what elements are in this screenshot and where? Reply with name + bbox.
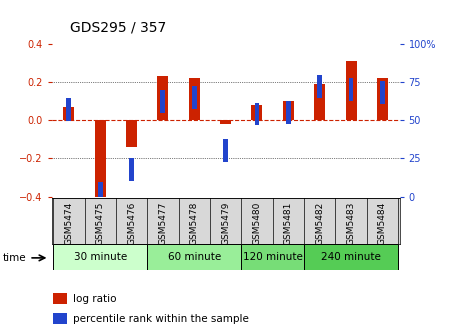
Text: GSM5475: GSM5475 [96,202,105,245]
Bar [220,120,231,124]
Text: GSM5474: GSM5474 [64,202,73,245]
Bar [66,98,71,121]
Text: GSM5478: GSM5478 [190,202,199,245]
Bar [147,244,241,270]
Bar [241,244,304,270]
Text: log ratio: log ratio [73,294,116,304]
Bar [98,182,103,205]
Text: GSM5483: GSM5483 [347,202,356,245]
Bar [53,313,67,325]
Bar [317,75,322,98]
Bar [348,78,353,101]
Text: 60 minute: 60 minute [167,252,221,262]
Text: GSM5482: GSM5482 [315,202,324,245]
Bar [377,78,388,120]
Text: GSM5481: GSM5481 [284,202,293,245]
Bar [283,101,294,120]
Bar [251,105,263,120]
Bar [314,84,325,120]
Bar [158,76,168,120]
Bar [126,120,137,147]
Text: GSM5477: GSM5477 [158,202,167,245]
Text: GDS295 / 357: GDS295 / 357 [70,21,166,35]
Bar [304,244,398,270]
Text: time: time [2,253,26,263]
Text: 30 minute: 30 minute [74,252,127,262]
Bar [286,101,291,124]
Text: GSM5484: GSM5484 [378,202,387,245]
Bar [255,102,260,125]
Text: percentile rank within the sample: percentile rank within the sample [73,314,249,324]
Bar [223,139,228,162]
Bar [346,61,357,120]
Bar [53,244,147,270]
Bar [192,86,197,109]
Text: GSM5476: GSM5476 [127,202,136,245]
Text: 240 minute: 240 minute [321,252,381,262]
Bar [380,81,385,104]
Bar [63,107,75,120]
Bar [189,78,200,120]
Bar [95,120,106,199]
Text: GSM5480: GSM5480 [252,202,261,245]
Bar [160,90,165,113]
Bar [53,293,67,304]
Text: GSM5479: GSM5479 [221,202,230,245]
Bar [129,158,134,180]
Text: 120 minute: 120 minute [243,252,303,262]
